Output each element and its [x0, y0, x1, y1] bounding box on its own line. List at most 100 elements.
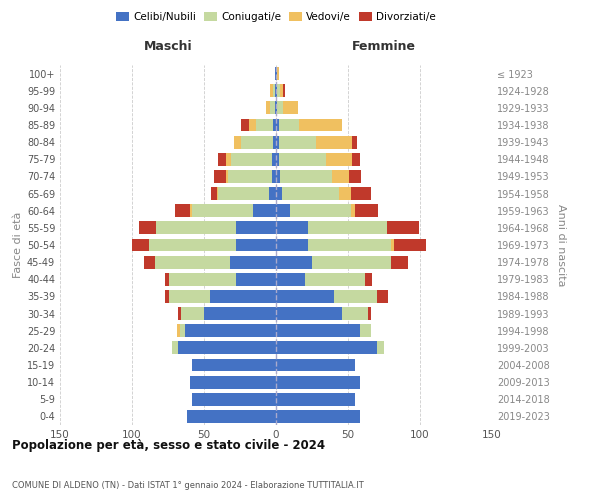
Bar — [352, 153, 359, 166]
Text: Popolazione per età, sesso e stato civile - 2024: Popolazione per età, sesso e stato civil… — [12, 440, 325, 452]
Bar — [270, 84, 273, 97]
Bar — [132, 238, 149, 252]
Bar — [279, 118, 299, 132]
Bar — [276, 393, 355, 406]
Bar — [276, 187, 282, 200]
Bar — [193, 204, 253, 217]
Bar — [232, 153, 272, 166]
Bar — [277, 102, 283, 114]
Bar — [211, 187, 217, 200]
Bar — [236, 238, 276, 252]
Bar — [280, 84, 283, 97]
Bar — [204, 307, 276, 320]
Y-axis label: Fasce di età: Fasce di età — [13, 212, 23, 278]
Bar — [349, 170, 361, 183]
Bar — [351, 187, 371, 200]
Bar — [290, 204, 351, 217]
Bar — [193, 393, 276, 406]
Bar — [391, 256, 409, 268]
Bar — [276, 84, 277, 97]
Bar — [277, 67, 279, 80]
Bar — [279, 136, 316, 148]
Bar — [276, 290, 334, 303]
Bar — [218, 153, 226, 166]
Bar — [316, 136, 352, 148]
Bar — [217, 187, 218, 200]
Bar — [355, 204, 378, 217]
Bar — [214, 170, 226, 183]
Bar — [276, 410, 359, 423]
Bar — [276, 222, 308, 234]
Bar — [230, 256, 276, 268]
Bar — [226, 170, 229, 183]
Bar — [178, 342, 276, 354]
Bar — [181, 307, 204, 320]
Bar — [210, 290, 276, 303]
Bar — [272, 170, 276, 183]
Bar — [326, 153, 352, 166]
Bar — [377, 290, 388, 303]
Bar — [276, 342, 377, 354]
Bar — [193, 358, 276, 372]
Bar — [351, 204, 355, 217]
Bar — [299, 118, 342, 132]
Bar — [178, 307, 181, 320]
Bar — [365, 273, 373, 285]
Bar — [305, 273, 365, 285]
Bar — [185, 324, 276, 337]
Bar — [312, 256, 391, 268]
Bar — [275, 102, 276, 114]
Bar — [190, 376, 276, 388]
Bar — [283, 84, 284, 97]
Bar — [277, 84, 280, 97]
Y-axis label: Anni di nascita: Anni di nascita — [556, 204, 566, 286]
Bar — [394, 238, 426, 252]
Bar — [143, 256, 155, 268]
Text: COMUNE DI ALDENO (TN) - Dati ISTAT 1° gennaio 2024 - Elaborazione TUTTITALIA.IT: COMUNE DI ALDENO (TN) - Dati ISTAT 1° ge… — [12, 481, 364, 490]
Bar — [308, 238, 391, 252]
Legend: Celibi/Nubili, Coniugati/e, Vedovi/e, Divorziati/e: Celibi/Nubili, Coniugati/e, Vedovi/e, Di… — [112, 8, 440, 26]
Bar — [276, 324, 359, 337]
Bar — [269, 187, 276, 200]
Bar — [275, 84, 276, 97]
Bar — [172, 342, 178, 354]
Bar — [276, 102, 277, 114]
Bar — [275, 67, 276, 80]
Bar — [391, 238, 394, 252]
Bar — [276, 153, 279, 166]
Bar — [169, 290, 210, 303]
Bar — [169, 273, 236, 285]
Bar — [272, 153, 276, 166]
Bar — [248, 118, 256, 132]
Bar — [176, 324, 179, 337]
Bar — [276, 273, 305, 285]
Bar — [387, 222, 419, 234]
Bar — [266, 102, 270, 114]
Bar — [175, 204, 190, 217]
Bar — [276, 170, 280, 183]
Bar — [236, 273, 276, 285]
Bar — [334, 290, 377, 303]
Bar — [273, 136, 276, 148]
Bar — [165, 273, 169, 285]
Bar — [273, 84, 275, 97]
Text: Maschi: Maschi — [143, 40, 193, 52]
Bar — [352, 136, 356, 148]
Bar — [241, 118, 248, 132]
Bar — [253, 204, 276, 217]
Bar — [218, 187, 269, 200]
Bar — [179, 324, 185, 337]
Bar — [276, 136, 279, 148]
Bar — [165, 290, 169, 303]
Bar — [276, 376, 359, 388]
Bar — [377, 342, 384, 354]
Bar — [276, 307, 342, 320]
Bar — [187, 410, 276, 423]
Text: Femmine: Femmine — [352, 40, 416, 52]
Bar — [155, 256, 230, 268]
Bar — [276, 256, 312, 268]
Bar — [276, 118, 279, 132]
Bar — [157, 222, 236, 234]
Bar — [340, 187, 351, 200]
Bar — [276, 204, 290, 217]
